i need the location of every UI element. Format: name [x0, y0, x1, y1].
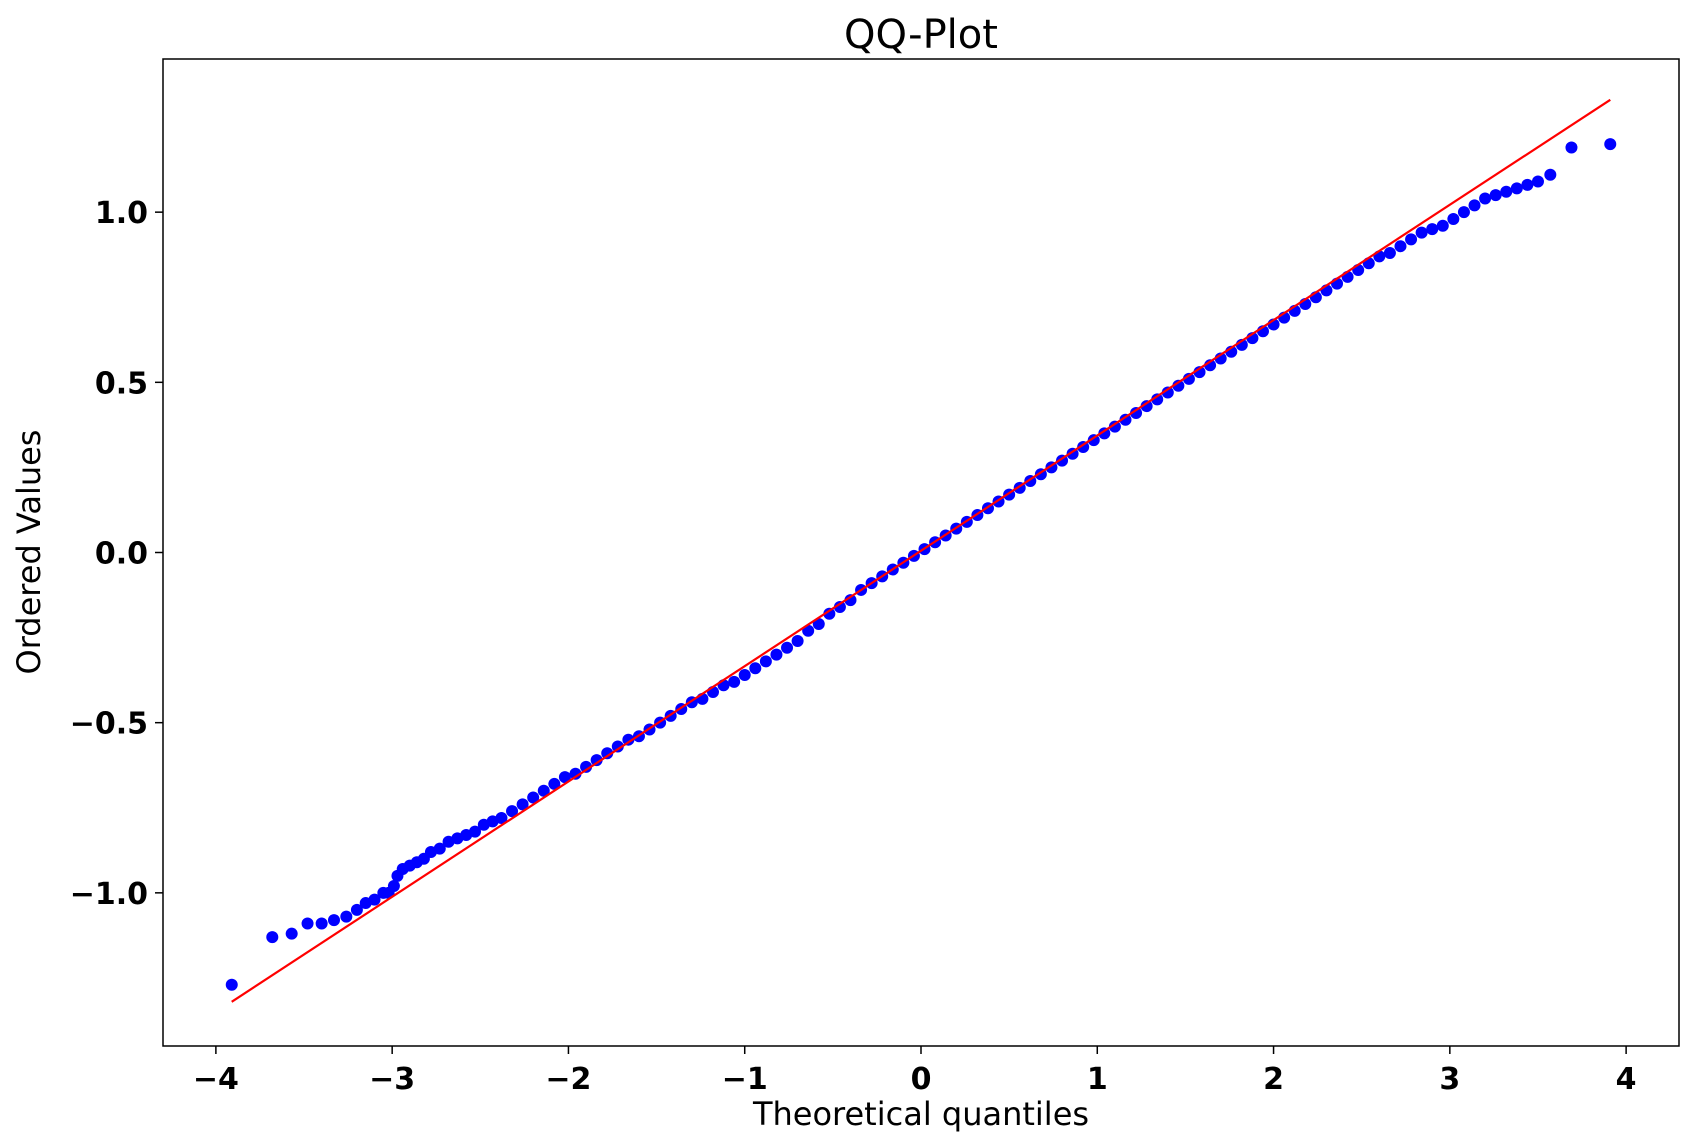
data-point [759, 655, 772, 668]
x-tick-label: 0 [911, 1062, 932, 1097]
data-point [1383, 246, 1396, 259]
data-point [1405, 233, 1418, 246]
x-tick-label: 4 [1616, 1062, 1637, 1097]
data-point [1565, 141, 1578, 154]
x-axis-ticks: −4 −3 −2 −1 0 1 2 3 4 [193, 1046, 1637, 1097]
x-tick-label: −2 [545, 1062, 591, 1097]
data-point [749, 662, 762, 675]
data-point [590, 754, 603, 767]
x-axis-title: Theoretical quantiles [752, 1095, 1089, 1133]
y-tick-label: 0.5 [95, 366, 148, 401]
x-tick-label: −3 [369, 1062, 415, 1097]
x-tick-label: 3 [1439, 1062, 1460, 1097]
data-point [527, 791, 540, 804]
data-point [611, 740, 624, 753]
data-point [1119, 413, 1132, 426]
data-point [1151, 393, 1164, 406]
data-point [1531, 175, 1544, 188]
y-tick-label: 0.0 [95, 537, 148, 572]
x-tick-label: 1 [1087, 1062, 1108, 1097]
data-point [1161, 386, 1174, 399]
data-point [548, 777, 561, 790]
data-point [1098, 427, 1111, 440]
data-point [1436, 219, 1449, 232]
data-point [516, 798, 529, 811]
data-point [387, 880, 400, 893]
data-point [770, 648, 783, 661]
y-tick-label: −1.0 [70, 877, 148, 912]
data-point [495, 811, 508, 824]
data-point [1193, 366, 1206, 379]
data-point [569, 767, 582, 780]
reference-line [231, 98, 1611, 1003]
data-point [823, 607, 836, 620]
data-point [1182, 372, 1195, 385]
data-point [340, 910, 353, 923]
data-point [622, 733, 635, 746]
data-point [1087, 434, 1100, 447]
data-point [1394, 240, 1407, 253]
x-tick-label: −4 [193, 1062, 239, 1097]
data-point [1489, 189, 1502, 202]
data-point [1447, 212, 1460, 225]
data-point [844, 594, 857, 607]
data-point [558, 771, 571, 784]
data-point [601, 747, 614, 760]
data-point [225, 978, 238, 991]
data-point [315, 917, 328, 930]
data-point [266, 931, 279, 944]
data-point [506, 805, 519, 818]
data-point [301, 917, 314, 930]
chart-title: QQ-Plot [844, 12, 998, 58]
data-point [469, 825, 482, 838]
data-point [1521, 178, 1534, 191]
data-point [537, 784, 550, 797]
data-point [1604, 138, 1617, 151]
y-axis-title: Ordered Values [10, 430, 48, 675]
data-point [327, 914, 340, 927]
data-layer [225, 98, 1617, 1003]
data-point [1426, 223, 1439, 236]
x-tick-label: −1 [722, 1062, 768, 1097]
data-point [1479, 192, 1492, 205]
data-point [738, 669, 751, 682]
x-tick-label: 2 [1263, 1062, 1284, 1097]
data-point [1140, 400, 1153, 413]
data-point [1500, 185, 1513, 198]
data-point [728, 675, 741, 688]
data-point [1172, 379, 1185, 392]
data-point [580, 760, 593, 773]
y-tick-label: 1.0 [95, 196, 148, 231]
data-point [833, 600, 846, 613]
data-point [1544, 168, 1557, 181]
data-point [433, 842, 446, 855]
data-point [1457, 206, 1470, 219]
data-point [1510, 182, 1523, 195]
data-point [1130, 406, 1143, 419]
data-point [791, 634, 804, 647]
data-point [781, 641, 794, 654]
data-point [1108, 420, 1121, 433]
data-point [1468, 199, 1481, 212]
data-point [350, 903, 363, 916]
y-tick-label: −0.5 [70, 707, 148, 742]
y-axis-ticks: −1.0 −0.5 0.0 0.5 1.0 [70, 196, 163, 912]
data-point [1415, 226, 1428, 239]
data-point [368, 893, 381, 906]
data-point [285, 927, 298, 940]
